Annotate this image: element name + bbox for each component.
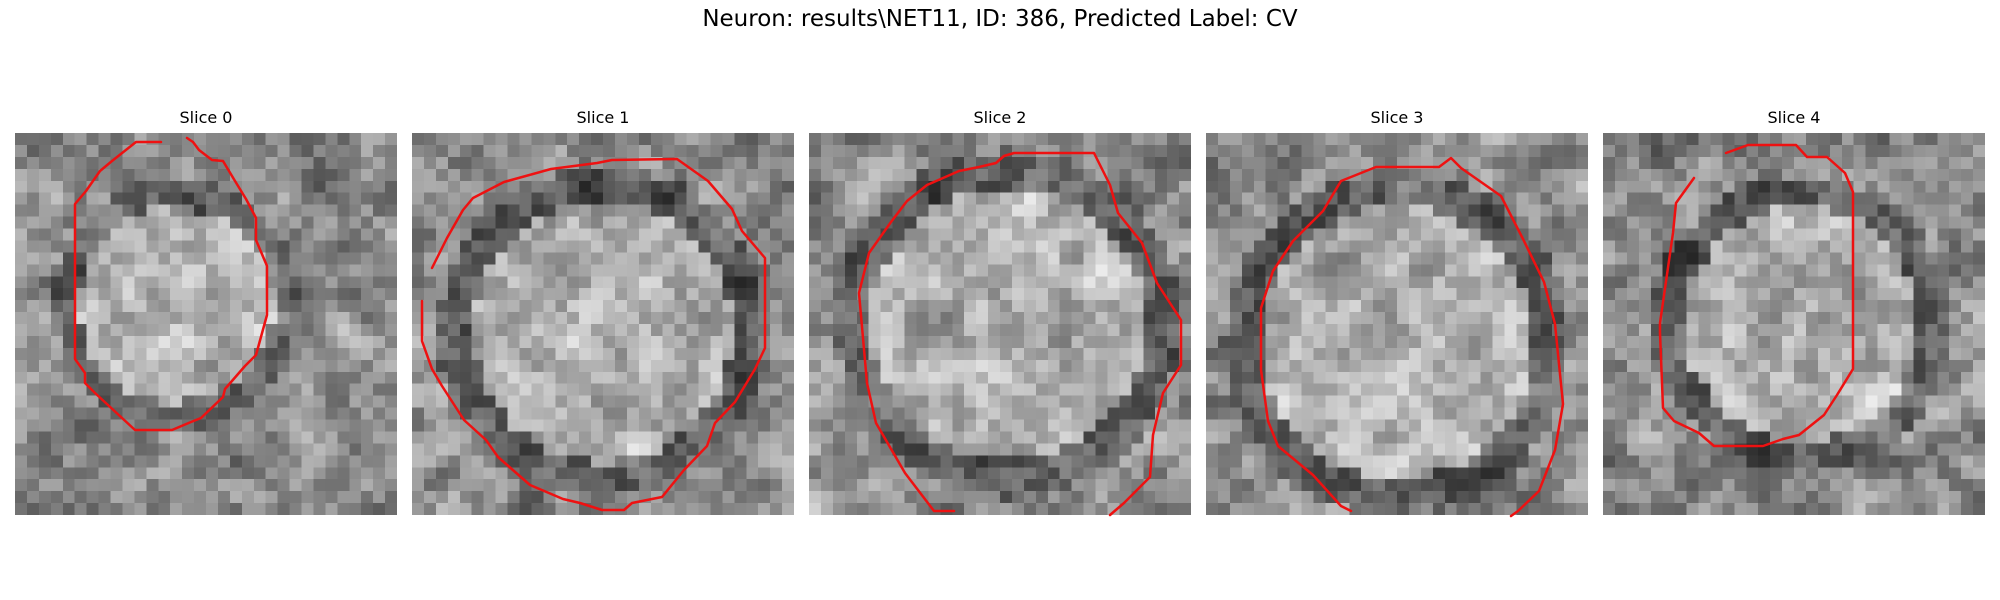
- slice-panel-0: Slice 0: [15, 108, 397, 515]
- slice-panel-4: Slice 4: [1603, 108, 1985, 515]
- slice-panel-3: Slice 3: [1206, 108, 1588, 518]
- slice-title-0: Slice 0: [179, 108, 233, 127]
- figure-title: Neuron: results\NET11, ID: 386, Predicte…: [702, 6, 1298, 32]
- slice-image-4: [1603, 133, 1985, 515]
- contour-4: [1658, 143, 1855, 448]
- slice-image-3: [1206, 133, 1588, 515]
- contour-0: [73, 136, 269, 432]
- slice-title-2: Slice 2: [973, 108, 1027, 127]
- slice-panel-1: Slice 1: [412, 108, 794, 515]
- contour-2: [857, 151, 1183, 517]
- slice-title-3: Slice 3: [1370, 108, 1424, 127]
- contour-1: [420, 157, 767, 512]
- slice-title-1: Slice 1: [576, 108, 630, 127]
- slice-panel-2: Slice 2: [809, 108, 1191, 517]
- slice-image-0: [15, 133, 397, 515]
- slice-title-4: Slice 4: [1767, 108, 1821, 127]
- slice-image-2: [809, 133, 1191, 515]
- contour-3: [1259, 156, 1565, 518]
